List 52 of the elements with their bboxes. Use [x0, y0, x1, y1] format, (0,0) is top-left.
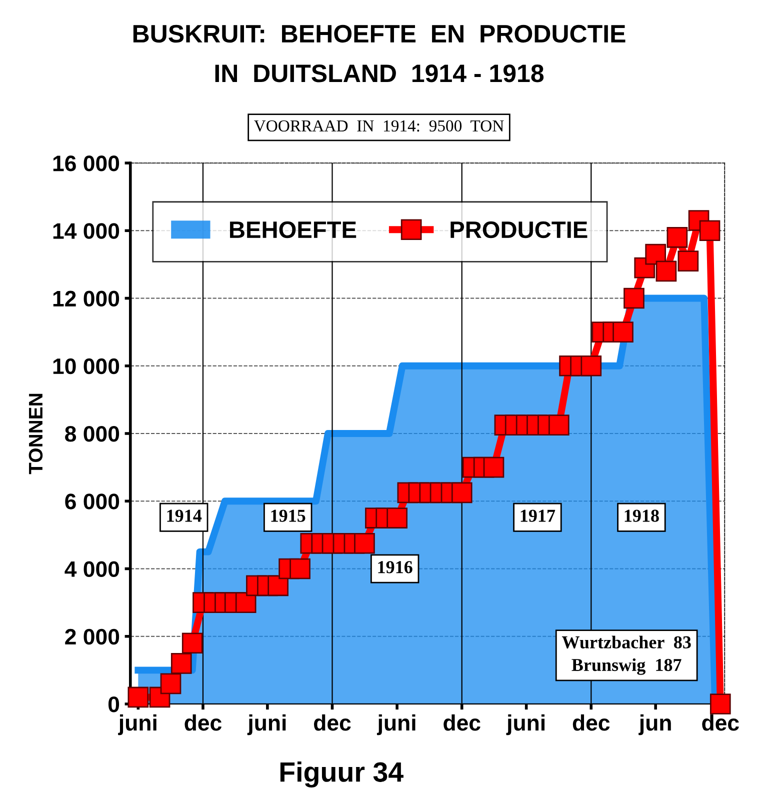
- point: [656, 260, 677, 282]
- x-tick-label: juni: [247, 714, 286, 736]
- point: [624, 288, 644, 309]
- point: [128, 686, 149, 708]
- annotation: 1916: [378, 561, 412, 574]
- y-tick-label: 14 000: [53, 223, 120, 239]
- point: [548, 414, 570, 436]
- x-tick-label: juni: [376, 714, 416, 736]
- x-tick-label: dec: [702, 714, 739, 731]
- x-tick-label: dec: [314, 714, 351, 731]
- y-tick-label: 12 000: [53, 290, 120, 307]
- point: [182, 632, 203, 654]
- y-tick-label: 0: [108, 696, 120, 712]
- point: [354, 532, 375, 554]
- x-tick-label: dec: [184, 714, 222, 731]
- point: [483, 456, 504, 478]
- x-tick-label: juni: [118, 714, 156, 736]
- x-tick-label: jun: [638, 714, 671, 736]
- annotation: 1918: [624, 510, 659, 522]
- point: [710, 694, 731, 714]
- point: [645, 244, 666, 265]
- x-tick-label: dec: [572, 714, 610, 731]
- y-axis-title: TONNEN: [28, 394, 43, 474]
- point: [451, 482, 472, 504]
- y-tick-label: 4 000: [64, 561, 120, 578]
- point: [290, 558, 310, 580]
- annotation: 1915: [271, 510, 306, 522]
- point: [666, 226, 688, 248]
- x-tick-label: juni: [506, 714, 544, 736]
- chart-title: BUSKRUIT: BEHOEFTE EN PRODUCTIE IN DUITSLAND 1914 - 1918: [133, 24, 626, 82]
- point: [580, 355, 602, 376]
- point: [386, 508, 408, 528]
- y-tick-label: 10 000: [53, 358, 120, 374]
- point: [268, 575, 288, 596]
- y-tick-label: 2 000: [65, 628, 120, 645]
- point: [160, 673, 182, 694]
- point: [235, 592, 256, 613]
- annotation: Wurtzbacher 83 Brunswig 187: [562, 636, 691, 675]
- chart-subtitle: VOORRAAD IN 1914: 9500 TON: [254, 120, 504, 132]
- point: [678, 250, 699, 272]
- annotation: 1914: [167, 510, 202, 522]
- y-tick-label: 8 000: [65, 426, 120, 442]
- y-tick-label: 16 000: [53, 156, 120, 172]
- y-tick-label: 6 000: [65, 494, 120, 510]
- annotation: 1917: [520, 510, 556, 522]
- point: [170, 652, 192, 674]
- x-tick-label: dec: [444, 714, 480, 731]
- legend-label: PRODUCTIE: [450, 221, 588, 238]
- legend-label: BEHOEFTE: [230, 221, 356, 238]
- text: Figuur 34: [280, 762, 404, 788]
- point: [612, 322, 634, 342]
- point: [699, 220, 720, 242]
